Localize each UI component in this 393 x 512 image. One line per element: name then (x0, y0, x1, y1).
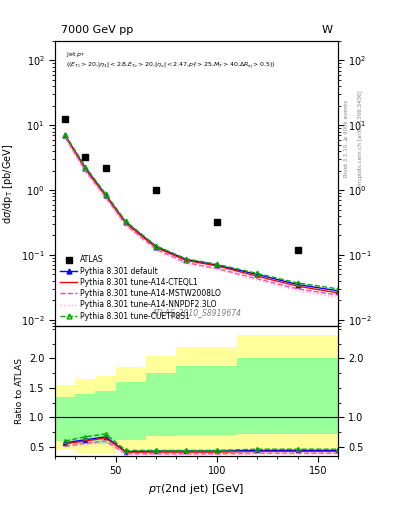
X-axis label: $p_\mathregular{T}$(2nd jet) [GeV]: $p_\mathregular{T}$(2nd jet) [GeV] (149, 482, 244, 496)
Line: Pythia 8.301 tune-CUETP8S1: Pythia 8.301 tune-CUETP8S1 (63, 132, 340, 291)
Line: Pythia 8.301 default: Pythia 8.301 default (63, 133, 340, 293)
Text: Rivet 3.1.10, ≥ 400k events: Rivet 3.1.10, ≥ 400k events (344, 100, 349, 177)
ATLAS (214, 219, 219, 225)
Pythia 8.301 tune-A14-MSTW2008LO (83, 167, 88, 174)
ATLAS (154, 187, 158, 193)
Pythia 8.301 tune-A14-NNPDF2.3LO (336, 294, 340, 301)
Text: ATLAS_2010_S8919674: ATLAS_2010_S8919674 (151, 309, 242, 317)
Text: W: W (321, 25, 332, 35)
Line: Pythia 8.301 tune-A14-CTEQL1: Pythia 8.301 tune-A14-CTEQL1 (65, 136, 338, 293)
Pythia 8.301 tune-A14-MSTW2008LO (123, 222, 128, 228)
ATLAS (103, 165, 108, 171)
Pythia 8.301 tune-A14-CTEQL1 (154, 245, 158, 251)
Pythia 8.301 tune-CUETP8S1 (214, 261, 219, 267)
ATLAS (83, 154, 88, 160)
Pythia 8.301 tune-A14-MSTW2008LO (336, 292, 340, 298)
Pythia 8.301 tune-A14-CTEQL1 (295, 283, 300, 289)
Pythia 8.301 tune-A14-MSTW2008LO (295, 286, 300, 292)
Pythia 8.301 default (123, 219, 128, 225)
Line: Pythia 8.301 tune-A14-NNPDF2.3LO: Pythia 8.301 tune-A14-NNPDF2.3LO (65, 138, 338, 297)
Legend: ATLAS, Pythia 8.301 default, Pythia 8.301 tune-A14-CTEQL1, Pythia 8.301 tune-A14: ATLAS, Pythia 8.301 default, Pythia 8.30… (59, 254, 222, 322)
Pythia 8.301 tune-CUETP8S1 (336, 286, 340, 292)
Pythia 8.301 tune-CUETP8S1 (184, 256, 189, 262)
Pythia 8.301 tune-A14-NNPDF2.3LO (63, 135, 68, 141)
Pythia 8.301 tune-A14-CTEQL1 (214, 263, 219, 269)
Pythia 8.301 tune-A14-CTEQL1 (63, 133, 68, 139)
Pythia 8.301 tune-A14-NNPDF2.3LO (184, 261, 189, 267)
Pythia 8.301 tune-A14-MSTW2008LO (103, 194, 108, 200)
Pythia 8.301 tune-CUETP8S1 (63, 132, 68, 138)
Text: mcplots.cern.ch [arXiv:1306.3436]: mcplots.cern.ch [arXiv:1306.3436] (358, 91, 363, 186)
Pythia 8.301 tune-A14-MSTW2008LO (154, 246, 158, 252)
Pythia 8.301 tune-A14-NNPDF2.3LO (103, 195, 108, 201)
Pythia 8.301 default (184, 257, 189, 263)
Pythia 8.301 tune-CUETP8S1 (103, 190, 108, 197)
Pythia 8.301 tune-A14-NNPDF2.3LO (295, 288, 300, 294)
ATLAS (63, 116, 68, 122)
Pythia 8.301 tune-A14-MSTW2008LO (255, 275, 259, 282)
Pythia 8.301 default (295, 282, 300, 288)
Pythia 8.301 tune-A14-NNPDF2.3LO (123, 223, 128, 229)
Pythia 8.301 default (255, 271, 259, 278)
Pythia 8.301 tune-A14-CTEQL1 (184, 258, 189, 264)
Pythia 8.301 tune-CUETP8S1 (123, 218, 128, 224)
Pythia 8.301 default (214, 262, 219, 268)
Pythia 8.301 tune-A14-MSTW2008LO (214, 265, 219, 271)
Pythia 8.301 default (336, 288, 340, 294)
Pythia 8.301 default (63, 132, 68, 138)
Pythia 8.301 tune-CUETP8S1 (83, 164, 88, 170)
Pythia 8.301 default (83, 165, 88, 171)
Pythia 8.301 tune-A14-CTEQL1 (336, 290, 340, 296)
Pythia 8.301 tune-A14-NNPDF2.3LO (83, 169, 88, 175)
Text: Jet $p_T$ (($E_{T_1}>$20,$|\eta_1|<$2.8,$E_{T_e}>$20,$|\eta_e|<$2.47,$p_T^\nu>$2: Jet $p_T$ (($E_{T_1}>$20,$|\eta_1|<$2.8,… (66, 50, 276, 70)
Pythia 8.301 tune-CUETP8S1 (154, 243, 158, 249)
Line: Pythia 8.301 tune-A14-MSTW2008LO: Pythia 8.301 tune-A14-MSTW2008LO (65, 137, 338, 295)
Pythia 8.301 default (103, 191, 108, 198)
Pythia 8.301 tune-A14-MSTW2008LO (184, 260, 189, 266)
Pythia 8.301 tune-CUETP8S1 (255, 270, 259, 276)
Pythia 8.301 tune-A14-CTEQL1 (255, 273, 259, 280)
Pythia 8.301 tune-A14-CTEQL1 (103, 193, 108, 199)
Y-axis label: d$\sigma$/dp$_\mathregular{T}$ [pb/GeV]: d$\sigma$/dp$_\mathregular{T}$ [pb/GeV] (1, 143, 15, 224)
Pythia 8.301 tune-A14-NNPDF2.3LO (154, 247, 158, 253)
Pythia 8.301 tune-A14-NNPDF2.3LO (214, 266, 219, 272)
Pythia 8.301 tune-A14-MSTW2008LO (63, 134, 68, 140)
ATLAS (295, 247, 300, 253)
Pythia 8.301 tune-A14-NNPDF2.3LO (255, 277, 259, 283)
Pythia 8.301 tune-A14-CTEQL1 (123, 220, 128, 226)
Pythia 8.301 tune-CUETP8S1 (295, 280, 300, 286)
Pythia 8.301 tune-A14-CTEQL1 (83, 166, 88, 173)
Text: 7000 GeV pp: 7000 GeV pp (61, 25, 133, 35)
Y-axis label: Ratio to ATLAS: Ratio to ATLAS (15, 358, 24, 424)
Pythia 8.301 default (154, 243, 158, 249)
Line: ATLAS: ATLAS (62, 116, 301, 253)
